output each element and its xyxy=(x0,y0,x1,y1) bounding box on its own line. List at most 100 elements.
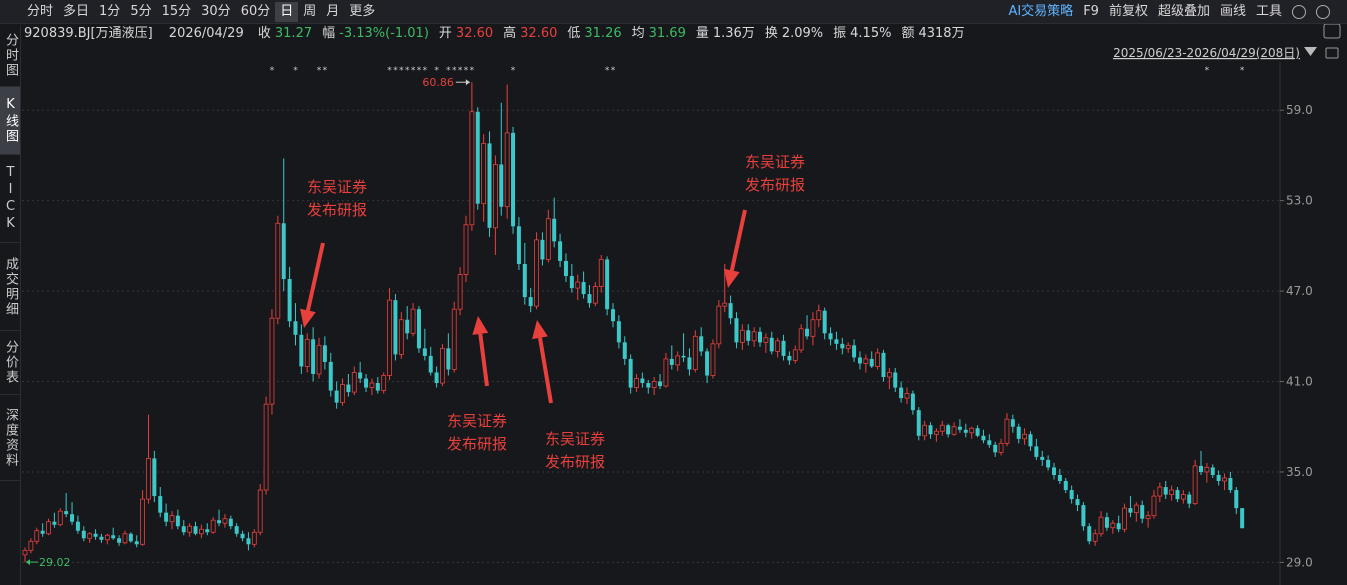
candle-body xyxy=(70,514,75,522)
period-tab[interactable]: 1分 xyxy=(99,3,121,19)
candle-body xyxy=(763,337,769,343)
side-tab[interactable]: 分价表 xyxy=(0,331,20,395)
candle-body xyxy=(1057,474,1062,482)
candle-body xyxy=(393,300,398,355)
candle-body xyxy=(481,142,487,205)
period-tab[interactable]: 60分 xyxy=(240,3,271,19)
candle-body xyxy=(558,241,563,261)
quote-label: 收 xyxy=(257,26,271,41)
y-tick-label: 47.0 xyxy=(1286,284,1313,298)
event-star: * xyxy=(611,66,616,76)
candle-body xyxy=(104,534,110,541)
event-star: * xyxy=(605,66,610,76)
candle-body xyxy=(616,321,621,343)
annotation-arrow xyxy=(729,209,747,271)
candle-body xyxy=(64,511,69,515)
candle-body xyxy=(28,540,34,551)
period-tab[interactable]: 5分 xyxy=(130,3,152,19)
dropdown-icon xyxy=(1304,47,1317,56)
tool-button[interactable]: F9 xyxy=(1083,3,1099,19)
candle-body xyxy=(1199,465,1203,472)
settings-icon[interactable] xyxy=(1292,4,1306,19)
candle-body xyxy=(410,308,416,334)
candle-body xyxy=(734,318,739,343)
side-tab[interactable]: 分时图 xyxy=(0,25,20,87)
candle-body xyxy=(569,276,574,289)
candle-body xyxy=(446,348,451,370)
period-tab[interactable]: 更多 xyxy=(349,3,376,19)
candle-body xyxy=(916,410,921,436)
candle-body xyxy=(1010,419,1015,427)
candle-body xyxy=(781,340,786,356)
candle-body xyxy=(1040,456,1045,460)
quote-value: 31.69 xyxy=(648,26,686,41)
candle-body xyxy=(587,294,592,304)
candle-body xyxy=(311,339,316,374)
candle-body xyxy=(869,358,874,367)
candle-body xyxy=(1075,499,1080,506)
y-tick-label: 53.0 xyxy=(1286,194,1313,208)
period-tab[interactable]: 日 xyxy=(275,1,299,22)
candle-body xyxy=(346,384,351,393)
candle-body xyxy=(228,518,233,527)
candle-body xyxy=(939,424,945,432)
tool-button[interactable]: 前复权 xyxy=(1108,3,1148,19)
candle-body xyxy=(528,297,533,307)
candle-body xyxy=(893,372,898,388)
period-tab[interactable]: 30分 xyxy=(201,3,231,19)
candle-body xyxy=(834,339,839,344)
candle-body xyxy=(1063,481,1068,491)
candle-body xyxy=(111,535,116,539)
event-star: * xyxy=(293,66,298,76)
candle-body xyxy=(99,536,104,540)
candle-body xyxy=(640,378,645,384)
quote-date: 2026/04/29 xyxy=(168,26,244,41)
candle-body xyxy=(605,259,610,310)
tool-button[interactable]: 超级叠加 xyxy=(1157,3,1210,19)
period-tab[interactable]: 分时 xyxy=(27,3,54,19)
candle-body xyxy=(304,338,310,367)
period-tab[interactable]: 周 xyxy=(303,3,317,19)
low-pointer-head xyxy=(26,559,30,566)
quote-label: 开 xyxy=(438,26,452,41)
candle-body xyxy=(663,358,669,387)
quote-value: 4318万 xyxy=(918,26,965,41)
candle-body xyxy=(1081,505,1086,527)
candle-body xyxy=(405,319,410,334)
candle-body xyxy=(492,164,498,229)
candle-body xyxy=(552,218,557,242)
side-tab[interactable]: 深度资料 xyxy=(0,395,20,481)
candle-body xyxy=(1069,490,1074,500)
side-tab[interactable]: TICK xyxy=(0,155,20,243)
annotation-text: 发布研报 xyxy=(307,201,367,219)
candle-body xyxy=(622,342,627,359)
side-tab[interactable]: K线图 xyxy=(0,87,20,155)
candle-body xyxy=(710,343,716,376)
candle-body xyxy=(951,426,957,435)
period-tab[interactable]: 月 xyxy=(326,3,340,19)
event-star: * xyxy=(458,66,463,76)
candle-body xyxy=(475,111,480,204)
candle-body xyxy=(928,425,933,435)
candle-body xyxy=(499,164,504,207)
help-icon[interactable] xyxy=(1316,4,1330,19)
candle-body xyxy=(375,383,380,391)
candle-body xyxy=(798,328,804,351)
tool-button[interactable]: 工具 xyxy=(1255,3,1282,19)
period-tab[interactable]: 15分 xyxy=(161,3,192,19)
candle-body xyxy=(728,303,733,319)
quote-label: 均 xyxy=(631,26,645,41)
candle-body xyxy=(1034,446,1039,457)
candle-body xyxy=(1192,465,1198,505)
candle-body xyxy=(281,223,286,280)
tool-button[interactable]: 画线 xyxy=(1219,3,1246,19)
event-star: * xyxy=(1205,66,1210,76)
tool-button[interactable]: AI交易策略 xyxy=(1008,3,1074,19)
event-star: * xyxy=(470,66,475,76)
side-tab[interactable]: 成交明细 xyxy=(0,243,20,331)
event-star: * xyxy=(434,66,439,76)
candle-body xyxy=(1180,494,1186,500)
period-tab[interactable]: 多日 xyxy=(63,3,90,19)
candle-body xyxy=(681,355,686,358)
candle-body xyxy=(845,344,851,349)
